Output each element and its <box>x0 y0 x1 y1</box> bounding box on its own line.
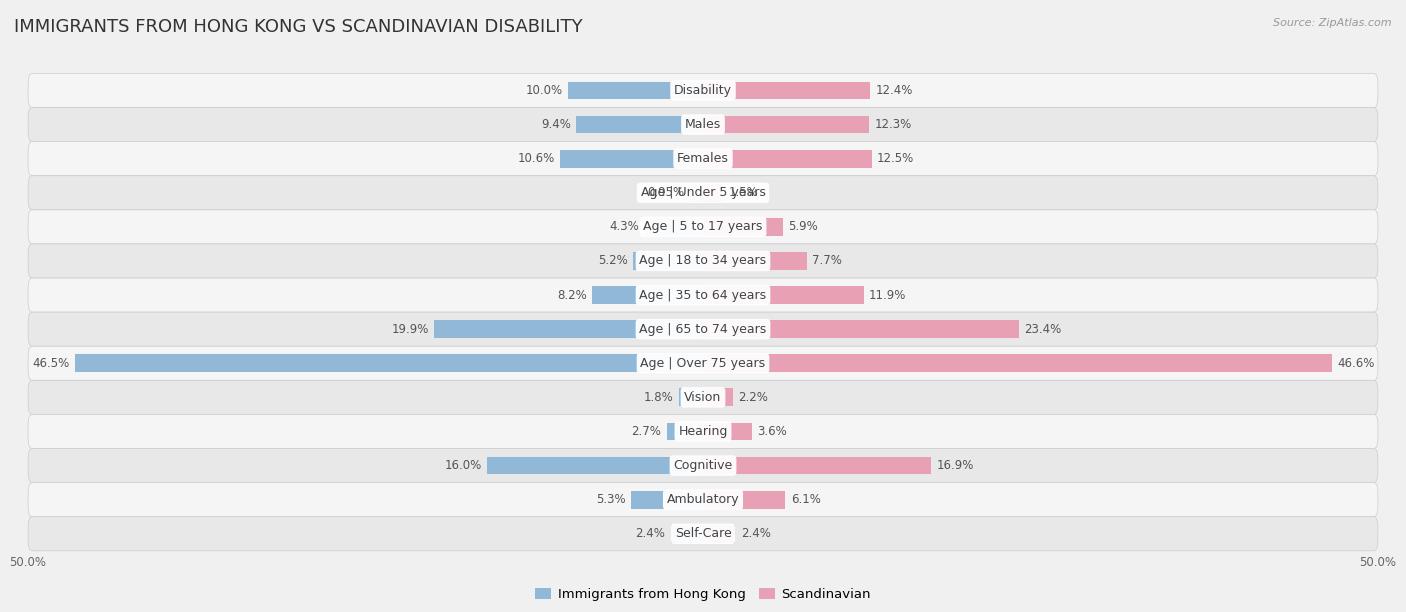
Bar <box>703 150 872 168</box>
Text: 2.4%: 2.4% <box>741 528 770 540</box>
Text: 2.4%: 2.4% <box>636 528 665 540</box>
Text: Age | 35 to 64 years: Age | 35 to 64 years <box>640 289 766 302</box>
Text: Females: Females <box>678 152 728 165</box>
Text: 1.8%: 1.8% <box>644 391 673 404</box>
FancyBboxPatch shape <box>28 108 1378 141</box>
Text: Cognitive: Cognitive <box>673 459 733 472</box>
FancyBboxPatch shape <box>28 483 1378 517</box>
FancyBboxPatch shape <box>28 346 1378 380</box>
FancyBboxPatch shape <box>28 517 1378 551</box>
Text: 10.6%: 10.6% <box>517 152 554 165</box>
Bar <box>703 252 807 270</box>
Text: 5.9%: 5.9% <box>787 220 818 233</box>
Text: 16.9%: 16.9% <box>936 459 974 472</box>
Text: Age | Over 75 years: Age | Over 75 years <box>641 357 765 370</box>
Bar <box>671 525 703 543</box>
Bar <box>592 286 703 304</box>
Text: Self-Care: Self-Care <box>675 528 731 540</box>
FancyBboxPatch shape <box>28 176 1378 210</box>
FancyBboxPatch shape <box>28 210 1378 244</box>
Bar <box>486 457 703 474</box>
Text: 9.4%: 9.4% <box>541 118 571 131</box>
Text: Disability: Disability <box>673 84 733 97</box>
Text: 0.95%: 0.95% <box>648 186 685 200</box>
Text: Hearing: Hearing <box>678 425 728 438</box>
Text: Ambulatory: Ambulatory <box>666 493 740 506</box>
FancyBboxPatch shape <box>28 449 1378 483</box>
Text: 5.3%: 5.3% <box>596 493 626 506</box>
Bar <box>703 354 1331 372</box>
Bar <box>76 354 703 372</box>
Text: Age | 5 to 17 years: Age | 5 to 17 years <box>644 220 762 233</box>
Text: 10.0%: 10.0% <box>526 84 562 97</box>
Bar <box>703 116 869 133</box>
Bar <box>703 320 1019 338</box>
Bar <box>690 184 703 201</box>
Text: IMMIGRANTS FROM HONG KONG VS SCANDINAVIAN DISABILITY: IMMIGRANTS FROM HONG KONG VS SCANDINAVIA… <box>14 18 582 36</box>
Text: 19.9%: 19.9% <box>392 323 429 335</box>
Bar <box>703 491 786 509</box>
Text: 6.1%: 6.1% <box>790 493 821 506</box>
Text: Vision: Vision <box>685 391 721 404</box>
Bar <box>703 286 863 304</box>
Text: 11.9%: 11.9% <box>869 289 907 302</box>
Bar <box>434 320 703 338</box>
FancyBboxPatch shape <box>28 73 1378 108</box>
Bar <box>703 423 752 440</box>
Bar <box>679 389 703 406</box>
Bar <box>703 525 735 543</box>
Bar <box>703 218 783 236</box>
Bar <box>703 457 931 474</box>
Text: Males: Males <box>685 118 721 131</box>
FancyBboxPatch shape <box>28 414 1378 449</box>
Text: 2.2%: 2.2% <box>738 391 768 404</box>
FancyBboxPatch shape <box>28 278 1378 312</box>
Text: 12.5%: 12.5% <box>877 152 914 165</box>
Bar <box>560 150 703 168</box>
Text: Source: ZipAtlas.com: Source: ZipAtlas.com <box>1274 18 1392 28</box>
Bar <box>633 252 703 270</box>
Text: 12.3%: 12.3% <box>875 118 911 131</box>
Text: 3.6%: 3.6% <box>756 425 787 438</box>
FancyBboxPatch shape <box>28 141 1378 176</box>
Text: Age | 65 to 74 years: Age | 65 to 74 years <box>640 323 766 335</box>
Text: 7.7%: 7.7% <box>813 255 842 267</box>
Bar <box>666 423 703 440</box>
FancyBboxPatch shape <box>28 244 1378 278</box>
Text: 8.2%: 8.2% <box>557 289 586 302</box>
Bar <box>645 218 703 236</box>
Text: 5.2%: 5.2% <box>598 255 627 267</box>
Text: 23.4%: 23.4% <box>1024 323 1062 335</box>
Text: Age | 18 to 34 years: Age | 18 to 34 years <box>640 255 766 267</box>
Text: 1.5%: 1.5% <box>728 186 758 200</box>
FancyBboxPatch shape <box>28 380 1378 414</box>
Bar <box>703 184 723 201</box>
Bar <box>576 116 703 133</box>
Text: Age | Under 5 years: Age | Under 5 years <box>641 186 765 200</box>
Text: 4.3%: 4.3% <box>610 220 640 233</box>
Text: 12.4%: 12.4% <box>876 84 912 97</box>
Legend: Immigrants from Hong Kong, Scandinavian: Immigrants from Hong Kong, Scandinavian <box>530 583 876 606</box>
Bar <box>568 81 703 99</box>
Bar <box>703 81 870 99</box>
Text: 46.5%: 46.5% <box>32 357 70 370</box>
Bar <box>703 389 733 406</box>
Text: 46.6%: 46.6% <box>1337 357 1375 370</box>
Text: 2.7%: 2.7% <box>631 425 661 438</box>
Bar <box>631 491 703 509</box>
FancyBboxPatch shape <box>28 312 1378 346</box>
Text: 16.0%: 16.0% <box>444 459 482 472</box>
